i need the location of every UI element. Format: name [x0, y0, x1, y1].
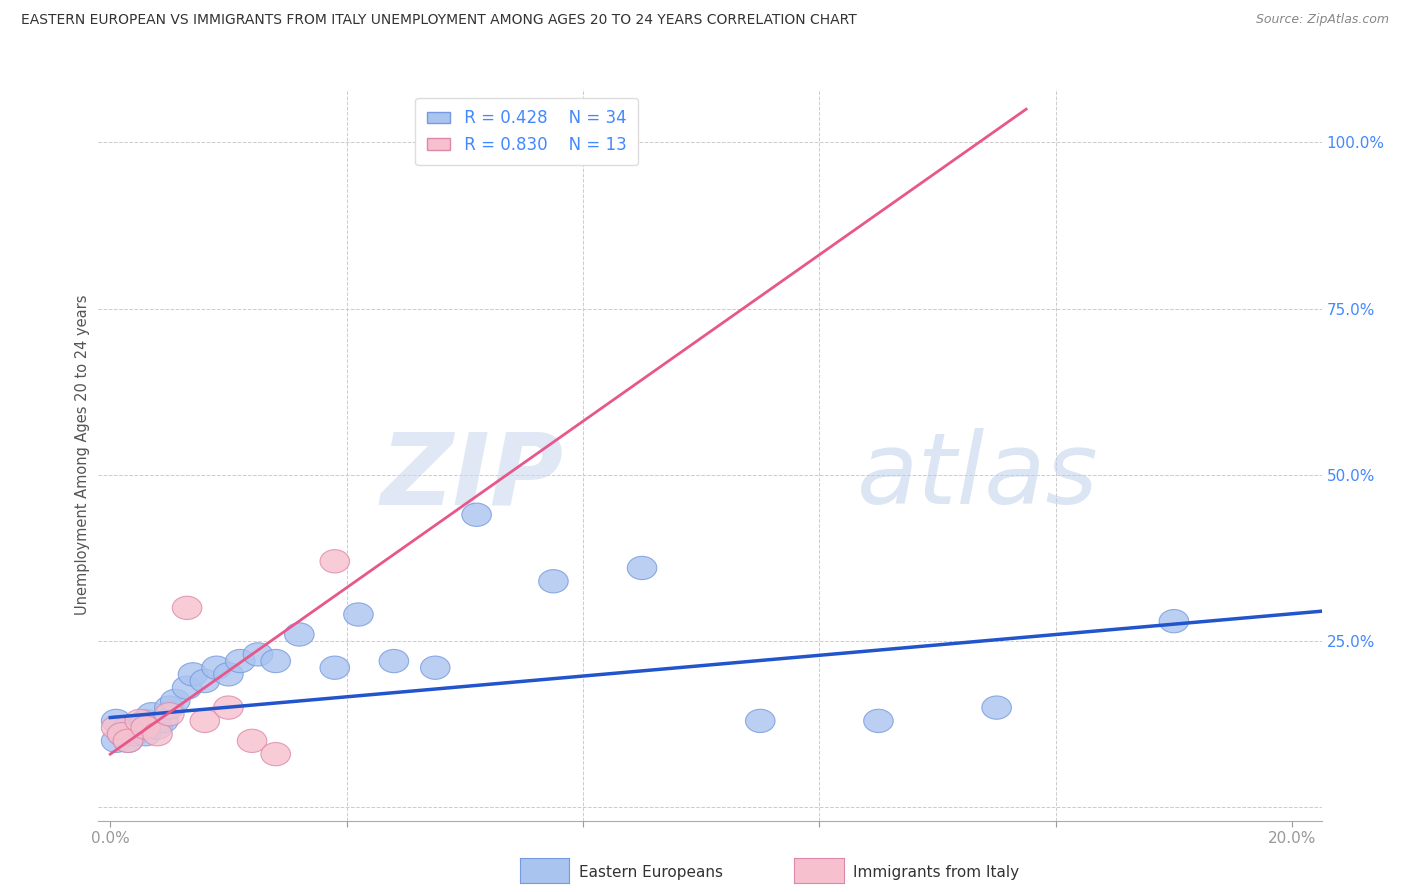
Ellipse shape	[262, 649, 291, 673]
Text: Immigrants from Italy: Immigrants from Italy	[853, 865, 1019, 880]
Ellipse shape	[101, 730, 131, 753]
Ellipse shape	[114, 730, 143, 753]
Ellipse shape	[120, 723, 149, 746]
Ellipse shape	[131, 723, 160, 746]
Ellipse shape	[214, 663, 243, 686]
Ellipse shape	[143, 716, 173, 739]
Ellipse shape	[143, 723, 173, 746]
Ellipse shape	[225, 649, 254, 673]
Ellipse shape	[262, 742, 291, 765]
Text: Source: ZipAtlas.com: Source: ZipAtlas.com	[1256, 13, 1389, 27]
Ellipse shape	[131, 709, 160, 732]
Text: ZIP: ZIP	[380, 428, 564, 525]
Ellipse shape	[155, 703, 184, 726]
Ellipse shape	[981, 696, 1011, 719]
Ellipse shape	[538, 570, 568, 593]
Ellipse shape	[1159, 609, 1188, 632]
Ellipse shape	[238, 730, 267, 753]
Ellipse shape	[173, 676, 202, 699]
Ellipse shape	[125, 709, 155, 732]
Ellipse shape	[136, 703, 166, 726]
Ellipse shape	[284, 623, 314, 646]
Ellipse shape	[745, 709, 775, 732]
Ellipse shape	[461, 503, 491, 526]
Ellipse shape	[114, 716, 143, 739]
Ellipse shape	[101, 709, 131, 732]
Ellipse shape	[343, 603, 373, 626]
Ellipse shape	[149, 709, 179, 732]
Ellipse shape	[101, 716, 131, 739]
Ellipse shape	[125, 716, 155, 739]
Ellipse shape	[190, 669, 219, 693]
Ellipse shape	[190, 709, 219, 732]
Ellipse shape	[160, 690, 190, 713]
Ellipse shape	[179, 663, 208, 686]
Ellipse shape	[107, 723, 136, 746]
Ellipse shape	[380, 649, 409, 673]
Legend:  R = 0.428    N = 34,  R = 0.830    N = 13: R = 0.428 N = 34, R = 0.830 N = 13	[415, 97, 638, 165]
Ellipse shape	[321, 657, 350, 680]
Text: EASTERN EUROPEAN VS IMMIGRANTS FROM ITALY UNEMPLOYMENT AMONG AGES 20 TO 24 YEARS: EASTERN EUROPEAN VS IMMIGRANTS FROM ITAL…	[21, 13, 856, 28]
Ellipse shape	[107, 723, 136, 746]
Ellipse shape	[214, 696, 243, 719]
Ellipse shape	[202, 657, 232, 680]
Ellipse shape	[155, 696, 184, 719]
Ellipse shape	[173, 596, 202, 620]
Ellipse shape	[863, 709, 893, 732]
Ellipse shape	[321, 549, 350, 573]
Text: Eastern Europeans: Eastern Europeans	[579, 865, 723, 880]
Y-axis label: Unemployment Among Ages 20 to 24 years: Unemployment Among Ages 20 to 24 years	[75, 294, 90, 615]
Text: atlas: atlas	[856, 428, 1098, 525]
Ellipse shape	[627, 557, 657, 580]
Ellipse shape	[131, 716, 160, 739]
Ellipse shape	[243, 643, 273, 666]
Ellipse shape	[114, 730, 143, 753]
Ellipse shape	[420, 657, 450, 680]
